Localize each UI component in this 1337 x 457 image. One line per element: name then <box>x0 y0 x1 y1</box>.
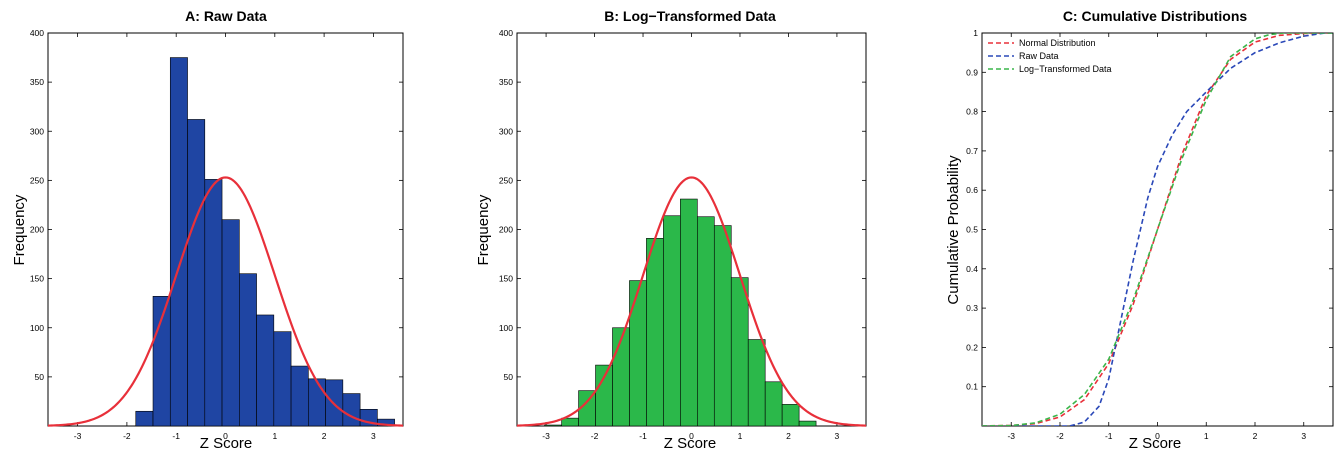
y-tick-label: 300 <box>30 126 44 136</box>
series-line <box>982 33 1333 426</box>
x-tick-label: 0 <box>1155 431 1160 441</box>
y-tick-label: 50 <box>504 372 514 382</box>
histogram-bar <box>221 219 240 427</box>
histogram-bar <box>798 420 817 427</box>
normal-curve-line <box>47 176 404 427</box>
y-tick-label: 150 <box>499 274 513 284</box>
histogram-bar <box>342 393 361 427</box>
x-tick-label: 0 <box>223 431 228 441</box>
x-tick-label: 2 <box>322 431 327 441</box>
x-tick-label: -2 <box>123 431 131 441</box>
x-tick-label: 3 <box>371 431 376 441</box>
y-tick-label: 400 <box>30 28 44 38</box>
x-tick-label: 3 <box>1301 431 1306 441</box>
x-tick-label: 1 <box>1204 431 1209 441</box>
y-tick-label: 400 <box>499 28 513 38</box>
y-tick-label: 0.4 <box>966 264 978 274</box>
histogram-bar <box>169 57 188 427</box>
histogram-bar <box>730 277 749 427</box>
histogram-bar <box>697 216 715 427</box>
legend-label: Log−Transformed Data <box>1019 64 1111 74</box>
x-tick-label: -1 <box>172 431 180 441</box>
y-tick-label: 0.2 <box>966 342 978 352</box>
y-tick-label: 0.7 <box>966 146 978 156</box>
histogram-bar <box>595 364 613 427</box>
histogram-bar <box>290 365 309 427</box>
histogram-bar <box>308 378 326 427</box>
y-tick-label: 250 <box>499 175 513 185</box>
y-tick-label: 150 <box>30 274 44 284</box>
histogram-bar <box>764 381 783 427</box>
histogram-bar <box>256 314 275 427</box>
histogram-bar <box>680 198 698 427</box>
y-tick-label: 200 <box>30 225 44 235</box>
histogram-bar <box>747 339 766 427</box>
histogram-bar <box>135 410 154 427</box>
x-tick-label: 2 <box>1253 431 1258 441</box>
histogram-bar <box>273 331 292 427</box>
histogram-bar <box>544 424 562 427</box>
histogram-bar <box>629 280 647 427</box>
y-tick-label: 200 <box>499 225 513 235</box>
panel-a-raw-data: A: Raw Data Z Score Frequency 5010015020… <box>11 8 404 452</box>
histogram-bar <box>561 417 579 427</box>
panel-c-title: C: Cumulative Distributions <box>1063 8 1248 24</box>
y-tick-label: 100 <box>30 323 44 333</box>
y-tick-label: 300 <box>499 126 513 136</box>
histogram-bar <box>204 179 223 427</box>
y-tick-label: 350 <box>499 77 513 87</box>
x-tick-label: -3 <box>542 431 550 441</box>
x-tick-label: 1 <box>272 431 277 441</box>
normal-curve-line <box>516 176 867 427</box>
panel-a-ylabel: Frequency <box>11 194 28 265</box>
series-line <box>982 33 1333 426</box>
x-tick-label: -1 <box>1105 431 1113 441</box>
panel-c-ylabel: Cumulative Probability <box>945 155 962 305</box>
panel-a-title: A: Raw Data <box>185 8 267 24</box>
histogram-bar <box>663 215 681 427</box>
panel-c-cumulative: C: Cumulative Distributions Z Score Cumu… <box>945 8 1334 452</box>
x-tick-label: 3 <box>835 431 840 441</box>
y-tick-label: 100 <box>499 323 513 333</box>
y-tick-label: 0.8 <box>966 107 978 117</box>
y-tick-label: 0.9 <box>966 67 978 77</box>
legend-label: Normal Distribution <box>1019 38 1096 48</box>
histogram-bar <box>781 404 800 427</box>
x-tick-label: -2 <box>1056 431 1064 441</box>
panel-b-xlabel: Z Score <box>664 435 717 452</box>
histogram-bar <box>377 418 395 427</box>
y-tick-label: 50 <box>35 372 45 382</box>
histogram-bar <box>646 238 664 427</box>
x-tick-label: -3 <box>1007 431 1015 441</box>
panel-a-xlabel: Z Score <box>200 435 253 452</box>
x-tick-label: 2 <box>786 431 791 441</box>
y-tick-label: 350 <box>30 77 44 87</box>
histogram-bar <box>187 119 206 427</box>
x-tick-label: -3 <box>74 431 82 441</box>
y-tick-label: 0.6 <box>966 185 978 195</box>
y-tick-label: 0.5 <box>966 225 978 235</box>
x-tick-label: -2 <box>591 431 599 441</box>
series-line <box>982 33 1333 426</box>
legend-label: Raw Data <box>1019 51 1059 61</box>
y-tick-label: 0.1 <box>966 382 978 392</box>
x-tick-label: 0 <box>689 431 694 441</box>
histogram-bar <box>713 225 732 427</box>
panel-b-title: B: Log−Transformed Data <box>604 8 776 24</box>
y-tick-label: 250 <box>30 175 44 185</box>
panel-b-log-transformed: B: Log−Transformed Data Z Score Frequenc… <box>475 8 867 452</box>
panel-b-ylabel: Frequency <box>475 194 492 265</box>
y-tick-label: 0.3 <box>966 303 978 313</box>
x-tick-label: 1 <box>738 431 743 441</box>
y-tick-label: 1 <box>973 28 978 38</box>
panel-c-xlabel: Z Score <box>1129 435 1182 452</box>
histogram-bar <box>239 273 257 427</box>
x-tick-label: -1 <box>639 431 647 441</box>
